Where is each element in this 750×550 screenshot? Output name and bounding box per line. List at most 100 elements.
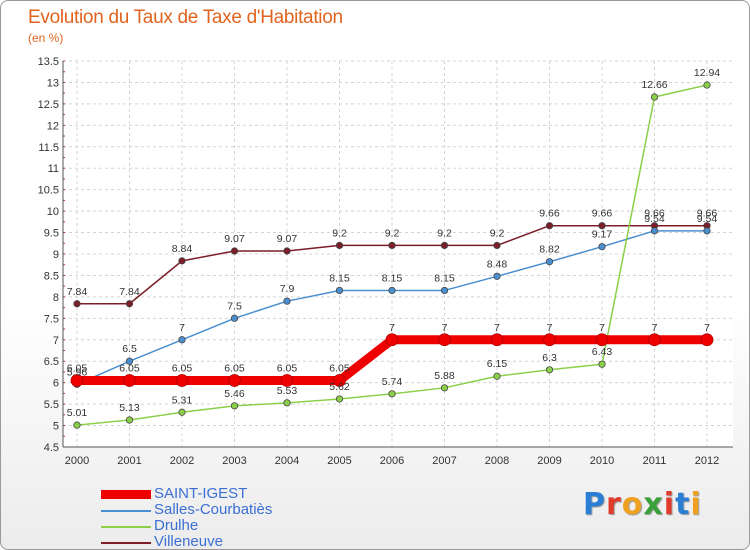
- data-point-saint-igest: [280, 374, 294, 387]
- data-label-saint-igest: 7: [599, 322, 605, 334]
- data-point-villeneuve: [335, 241, 344, 250]
- data-point-saint-igest: [595, 333, 609, 347]
- data-point-drulhe: [388, 390, 396, 398]
- x-tick-label: 2008: [485, 455, 509, 467]
- x-tick-label: 2010: [590, 455, 614, 467]
- data-label-drulhe: 5.88: [434, 370, 455, 382]
- data-label-villeneuve: 9.66: [539, 208, 560, 220]
- data-point-drulhe: [73, 421, 81, 429]
- data-label-salles-courbati-s: 9.54: [697, 213, 718, 225]
- logo-letter: i: [690, 487, 702, 522]
- y-tick-label: 4.5: [44, 442, 59, 454]
- data-point-salles-courbati-s: [178, 336, 186, 344]
- y-tick-label: 12.5: [38, 99, 59, 111]
- y-tick-label: 10: [47, 206, 59, 218]
- y-tick-label: 8: [53, 292, 59, 304]
- data-label-saint-igest: 6.05: [224, 363, 245, 375]
- data-point-villeneuve: [440, 241, 449, 250]
- data-point-drulhe: [335, 395, 344, 403]
- data-label-drulhe: 12.66: [641, 79, 667, 91]
- y-tick-label: 6: [53, 378, 59, 390]
- data-label-drulhe: 5.53: [277, 385, 298, 397]
- data-label-saint-igest: 7: [704, 322, 710, 334]
- data-point-saint-igest: [333, 374, 346, 387]
- data-label-drulhe: 6.3: [542, 352, 557, 364]
- data-label-villeneuve: 9.07: [224, 233, 245, 245]
- legend-label: Salles-Courbatiès: [154, 501, 273, 518]
- data-label-drulhe: 5.62: [329, 381, 350, 393]
- logo-letter: o: [621, 487, 644, 522]
- data-label-salles-courbati-s: 7.5: [227, 300, 242, 312]
- y-tick-label: 8.5: [44, 270, 59, 282]
- data-point-salles-courbati-s: [125, 357, 134, 365]
- x-tick-label: 2006: [380, 455, 404, 467]
- data-label-villeneuve: 9.2: [490, 227, 505, 239]
- data-label-salles-courbati-s: 8.48: [487, 258, 508, 270]
- y-tick-label: 7: [53, 335, 59, 347]
- data-label-villeneuve: 9.2: [437, 227, 452, 239]
- data-point-salles-courbati-s: [703, 227, 711, 235]
- y-tick-label: 9: [53, 249, 59, 261]
- data-label-saint-igest: 7: [442, 322, 448, 334]
- proxiti-logo: Proxiti: [583, 487, 702, 522]
- data-point-salles-courbati-s: [545, 258, 554, 266]
- data-label-drulhe: 5.31: [172, 394, 193, 406]
- data-label-villeneuve: 8.84: [172, 243, 193, 255]
- data-point-saint-igest: [648, 333, 661, 347]
- data-label-villeneuve: 7.84: [67, 286, 88, 298]
- data-label-salles-courbati-s: 9.17: [592, 229, 613, 241]
- legend-label: Drulhe: [154, 517, 199, 534]
- data-point-drulhe: [545, 366, 554, 374]
- x-tick-label: 2011: [643, 455, 667, 467]
- y-tick-label: 5: [53, 421, 59, 433]
- data-label-salles-courbati-s: 8.15: [329, 272, 350, 284]
- y-tick-label: 6.5: [44, 356, 59, 368]
- logo-letter: i: [663, 487, 676, 522]
- data-label-drulhe: 5.46: [224, 388, 245, 400]
- data-label-saint-igest: 7: [652, 322, 658, 334]
- data-point-drulhe: [703, 81, 711, 89]
- legend-swatch: [101, 490, 151, 499]
- data-point-salles-courbati-s: [388, 286, 396, 295]
- data-point-saint-igest: [385, 333, 399, 347]
- data-point-villeneuve: [545, 222, 554, 230]
- data-label-villeneuve: 9.2: [332, 227, 347, 239]
- data-label-salles-courbati-s: 8.82: [539, 244, 560, 256]
- data-label-saint-igest: 7: [547, 322, 553, 334]
- x-tick-label: 2005: [327, 455, 351, 467]
- data-point-villeneuve: [493, 241, 501, 250]
- data-point-villeneuve: [598, 222, 606, 230]
- data-point-villeneuve: [125, 300, 134, 308]
- data-point-saint-igest: [700, 333, 714, 347]
- x-tick-label: 2012: [695, 455, 719, 467]
- data-label-saint-igest: 6.05: [329, 363, 350, 375]
- data-label-saint-igest: 6.05: [67, 363, 88, 375]
- data-point-salles-courbati-s: [335, 286, 344, 295]
- data-label-villeneuve: 7.84: [119, 286, 140, 298]
- data-point-salles-courbati-s: [283, 297, 291, 305]
- legend-swatch: [101, 542, 151, 544]
- logo-letter: x: [643, 487, 664, 522]
- y-tick-label: 13: [47, 77, 59, 89]
- data-point-drulhe: [440, 384, 449, 392]
- data-point-saint-igest: [228, 374, 241, 387]
- data-label-salles-courbati-s: 6.5: [122, 343, 137, 355]
- data-point-salles-courbati-s: [440, 286, 449, 295]
- logo-letter: P: [583, 487, 606, 522]
- y-tick-label: 11.5: [38, 142, 59, 154]
- data-point-drulhe: [493, 372, 501, 380]
- data-label-villeneuve: 9.66: [592, 208, 613, 220]
- chart-title: Evolution du Taux de Taxe d'Habitation: [28, 7, 343, 28]
- data-point-drulhe: [178, 408, 186, 416]
- y-tick-label: 12: [47, 120, 59, 132]
- legend-swatch: [101, 526, 151, 528]
- data-point-saint-igest: [123, 374, 136, 387]
- data-point-villeneuve: [388, 241, 396, 250]
- data-point-villeneuve: [230, 247, 239, 255]
- logo-letter: r: [606, 487, 622, 522]
- data-label-drulhe: 6.43: [592, 346, 613, 358]
- data-point-saint-igest: [70, 374, 84, 387]
- x-tick-label: 2002: [170, 455, 194, 467]
- data-label-villeneuve: 9.66: [697, 208, 718, 220]
- data-label-drulhe: 6.15: [487, 358, 508, 370]
